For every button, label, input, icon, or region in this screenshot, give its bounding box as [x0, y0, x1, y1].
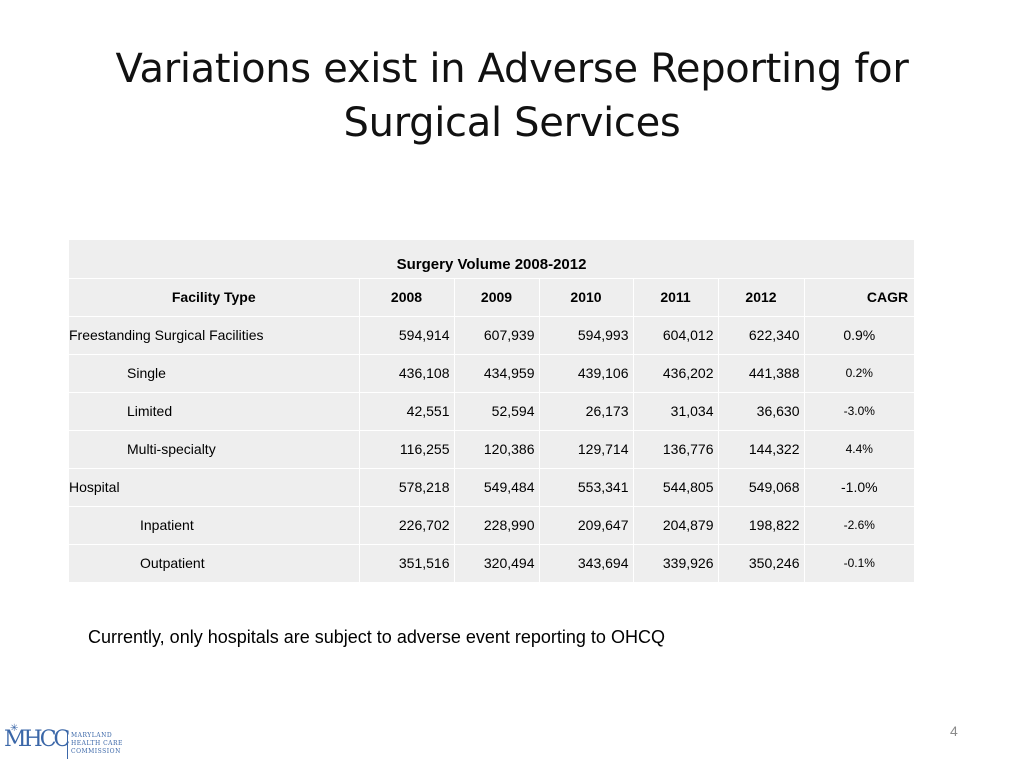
cell-value: 198,822 [718, 506, 805, 545]
cell-cagr: 0.2% [804, 354, 915, 393]
cell-value: 439,106 [539, 354, 634, 393]
cell-value: 549,484 [454, 468, 540, 507]
header-2010: 2010 [539, 278, 634, 317]
cell-value: 228,990 [454, 506, 540, 545]
cell-value: 604,012 [633, 316, 719, 355]
logo-divider [67, 731, 68, 759]
cell-value: 594,914 [359, 316, 455, 355]
cell-value: 343,694 [539, 544, 634, 583]
logo-mark: MHCC [4, 727, 70, 752]
cell-value: 553,341 [539, 468, 634, 507]
header-2012: 2012 [718, 278, 805, 317]
row-label: Multi-specialty [69, 430, 360, 469]
page-number: 4 [950, 723, 958, 739]
cell-value: 204,879 [633, 506, 719, 545]
cell-value: 622,340 [718, 316, 805, 355]
cell-value: 339,926 [633, 544, 719, 583]
table-row: Multi-specialty 116,255 120,386 129,714 … [69, 430, 915, 469]
cell-value: 320,494 [454, 544, 540, 583]
cell-value: 26,173 [539, 392, 634, 431]
table-row: Single 436,108 434,959 439,106 436,202 4… [69, 354, 915, 393]
logo-text: MARYLAND HEALTH CARE COMMISSION [71, 732, 123, 756]
row-label: Freestanding Surgical Facilities [69, 316, 360, 355]
cell-value: 436,108 [359, 354, 455, 393]
cell-value: 52,594 [454, 392, 540, 431]
cell-value: 544,805 [633, 468, 719, 507]
cell-value: 350,246 [718, 544, 805, 583]
slide-title: Variations exist in Adverse Reporting fo… [115, 46, 909, 146]
row-label: Single [69, 354, 360, 393]
cell-value: 36,630 [718, 392, 805, 431]
header-2009: 2009 [454, 278, 540, 317]
table-row: Limited 42,551 52,594 26,173 31,034 36,6… [69, 392, 915, 431]
table-row: Freestanding Surgical Facilities 594,914… [69, 316, 915, 355]
table-caption-row: Surgery Volume 2008-2012 [69, 240, 915, 279]
cell-value: 436,202 [633, 354, 719, 393]
row-label: Hospital [69, 468, 360, 507]
cell-value: 31,034 [633, 392, 719, 431]
cell-value: 42,551 [359, 392, 455, 431]
cell-cagr: -3.0% [804, 392, 915, 431]
mhcc-logo: ✳ MHCC MARYLAND HEALTH CARE COMMISSION [4, 723, 124, 763]
row-label: Limited [69, 392, 360, 431]
logo-text-line: COMMISSION [71, 748, 121, 755]
cell-value: 226,702 [359, 506, 455, 545]
cell-value: 209,647 [539, 506, 634, 545]
cell-cagr: -2.6% [804, 506, 915, 545]
cell-value: 136,776 [633, 430, 719, 469]
row-label: Inpatient [69, 506, 360, 545]
cell-value: 351,516 [359, 544, 455, 583]
cell-cagr: 4.4% [804, 430, 915, 469]
cell-value: 120,386 [454, 430, 540, 469]
cell-value: 441,388 [718, 354, 805, 393]
header-2008: 2008 [359, 278, 455, 317]
header-facility-type: Facility Type [69, 278, 360, 317]
header-2011: 2011 [633, 278, 719, 317]
cell-value: 549,068 [718, 468, 805, 507]
surgery-volume-table: Surgery Volume 2008-2012 Facility Type 2… [69, 240, 915, 583]
cell-value: 578,218 [359, 468, 455, 507]
cell-value: 594,993 [539, 316, 634, 355]
cell-value: 434,959 [454, 354, 540, 393]
row-label: Outpatient [69, 544, 360, 583]
star-icon: ✳ [10, 723, 19, 734]
logo-text-line: HEALTH CARE [71, 740, 123, 747]
cell-cagr: -1.0% [804, 468, 915, 507]
table-caption: Surgery Volume 2008-2012 [69, 240, 915, 279]
cell-value: 116,255 [359, 430, 455, 469]
logo-text-line: MARYLAND [71, 732, 113, 739]
table-row: Hospital 578,218 549,484 553,341 544,805… [69, 468, 915, 507]
cell-value: 607,939 [454, 316, 540, 355]
cell-value: 129,714 [539, 430, 634, 469]
table-row: Inpatient 226,702 228,990 209,647 204,87… [69, 506, 915, 545]
cell-value: 144,322 [718, 430, 805, 469]
cell-cagr: -0.1% [804, 544, 915, 583]
cell-cagr: 0.9% [804, 316, 915, 355]
header-cagr: CAGR [804, 278, 915, 317]
table-header-row: Facility Type 2008 2009 2010 2011 2012 C… [69, 278, 915, 317]
footnote-text: Currently, only hospitals are subject to… [88, 627, 665, 647]
table-row: Outpatient 351,516 320,494 343,694 339,9… [69, 544, 915, 583]
